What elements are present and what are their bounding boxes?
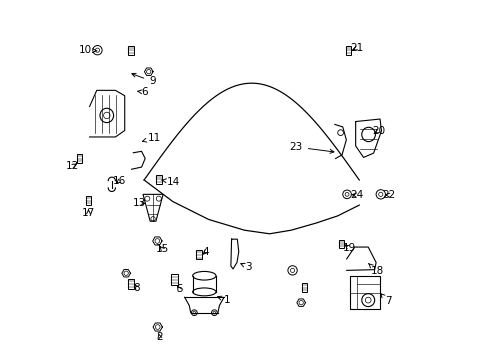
Bar (345, 46, 351, 55)
Text: 20: 20 (371, 126, 385, 135)
Bar (196, 250, 202, 260)
Text: 9: 9 (132, 73, 155, 86)
Bar (77, 154, 82, 163)
Text: 23: 23 (289, 142, 333, 153)
Text: 11: 11 (142, 133, 161, 143)
Text: 15: 15 (155, 244, 168, 254)
Text: 24: 24 (350, 190, 363, 200)
Text: 17: 17 (81, 208, 95, 218)
Bar (156, 175, 162, 184)
Bar (338, 240, 343, 248)
Text: 1: 1 (217, 295, 230, 305)
Text: 22: 22 (381, 190, 394, 200)
Text: 13: 13 (133, 198, 146, 208)
Text: 7: 7 (380, 294, 390, 306)
Text: 8: 8 (133, 283, 140, 293)
Text: 10: 10 (78, 45, 97, 55)
Bar (302, 283, 307, 292)
Bar (128, 46, 133, 55)
Text: 4: 4 (202, 247, 209, 257)
Text: 14: 14 (161, 177, 180, 187)
Text: 12: 12 (65, 161, 79, 171)
Text: 16: 16 (113, 176, 126, 186)
Text: 21: 21 (350, 43, 363, 53)
Bar (85, 196, 91, 205)
Text: 18: 18 (368, 264, 383, 276)
Text: 5: 5 (176, 284, 182, 294)
Text: 3: 3 (240, 262, 251, 272)
Text: 19: 19 (342, 243, 355, 253)
Text: 2: 2 (156, 332, 163, 342)
Text: 6: 6 (138, 87, 147, 97)
Bar (128, 279, 133, 289)
Bar (171, 274, 178, 285)
